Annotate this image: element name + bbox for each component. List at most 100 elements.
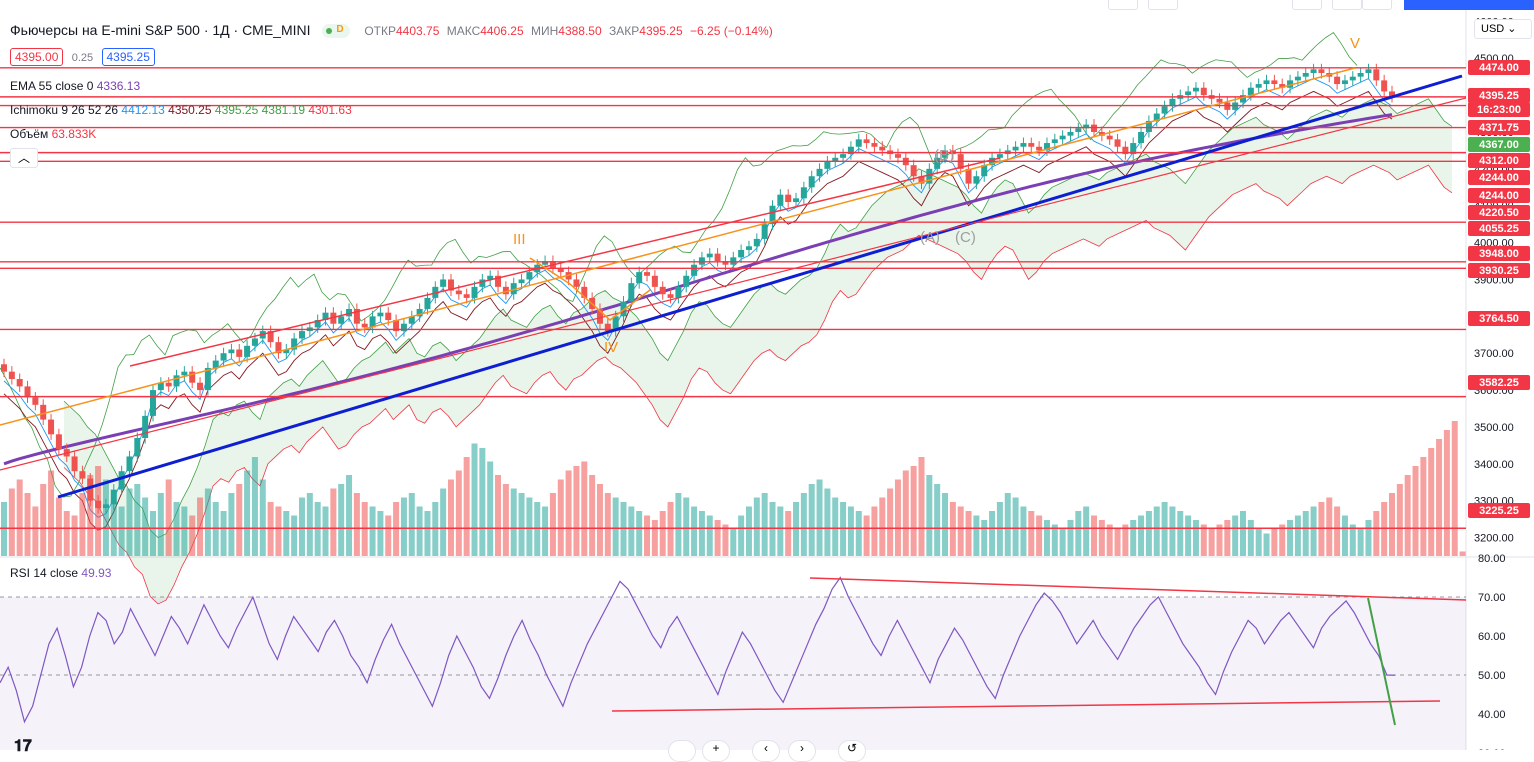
volume-bar bbox=[651, 520, 658, 556]
price-tag-bg bbox=[1468, 188, 1530, 203]
volume-bar bbox=[1389, 493, 1395, 556]
plus-icon: + bbox=[712, 741, 720, 755]
toolbar-button-2[interactable] bbox=[1148, 0, 1178, 10]
candle-body bbox=[1106, 135, 1113, 140]
price-tag-bg bbox=[1468, 120, 1530, 135]
volume-bar bbox=[604, 493, 611, 556]
candle-body bbox=[1138, 131, 1145, 144]
price-tag-label: 4244.00 bbox=[1479, 172, 1519, 184]
price-tick-label: 3400.00 bbox=[1474, 459, 1514, 471]
buy-button[interactable]: 4395.25 bbox=[101, 48, 155, 66]
candle-body bbox=[283, 349, 290, 354]
wave-label: V bbox=[1350, 35, 1360, 52]
scroll-right-button[interactable]: › bbox=[788, 740, 816, 762]
candle-body bbox=[832, 157, 839, 162]
candle-body bbox=[793, 198, 800, 203]
candle-body bbox=[1349, 76, 1356, 81]
candle-body bbox=[691, 264, 698, 276]
candle-body bbox=[1043, 143, 1050, 151]
collapse-legend-button[interactable]: ︿ bbox=[10, 148, 38, 168]
volume-legend[interactable]: Объём 63.833K bbox=[10, 127, 96, 141]
volume-bar bbox=[691, 506, 698, 556]
candle-body bbox=[863, 139, 870, 144]
candle-body bbox=[808, 176, 815, 188]
price-tick-label: 3500.00 bbox=[1474, 422, 1514, 434]
toolbar-button-3[interactable] bbox=[1292, 0, 1322, 10]
publish-button[interactable] bbox=[1404, 0, 1534, 10]
candle-body bbox=[142, 415, 149, 439]
volume-bar bbox=[1349, 524, 1356, 556]
candle-body bbox=[934, 157, 941, 169]
volume-bar bbox=[393, 502, 400, 556]
candle-body bbox=[1145, 120, 1152, 132]
currency-select[interactable]: USD ⌄ bbox=[1474, 19, 1532, 39]
candle-body bbox=[1318, 69, 1325, 73]
volume-bar bbox=[8, 488, 15, 556]
candle-body bbox=[134, 438, 141, 457]
ema-value: 4336.13 bbox=[96, 79, 141, 93]
zoom-in-button[interactable]: + bbox=[702, 740, 730, 762]
volume-bar bbox=[910, 466, 917, 556]
volume-bar bbox=[793, 502, 800, 556]
price-tag-label: 4371.75 bbox=[1479, 122, 1519, 134]
volume-bar bbox=[1451, 421, 1458, 556]
toolbar-button-4[interactable] bbox=[1332, 0, 1362, 10]
volume-bar bbox=[471, 443, 478, 556]
price-tag-bg bbox=[1468, 375, 1530, 390]
price-tag-bg bbox=[1468, 246, 1530, 261]
volume-bar bbox=[1, 502, 7, 556]
volume-bar bbox=[753, 497, 760, 556]
candle-body bbox=[557, 268, 564, 273]
candle-body bbox=[879, 146, 886, 151]
volume-bar bbox=[424, 511, 431, 556]
price-tag-label: 4474.00 bbox=[1479, 62, 1519, 74]
candle-body bbox=[322, 312, 329, 321]
volume-bar bbox=[675, 493, 682, 556]
volume-bar bbox=[1326, 497, 1333, 556]
volume-bar bbox=[785, 511, 792, 556]
volume-bar bbox=[440, 488, 447, 556]
volume-bar bbox=[706, 515, 713, 556]
candle-body bbox=[604, 323, 611, 332]
candle-body bbox=[1130, 143, 1137, 155]
volume-bar bbox=[298, 497, 305, 556]
candle-body bbox=[1020, 143, 1027, 147]
zoom-out-button[interactable] bbox=[668, 740, 696, 762]
volume-bar bbox=[408, 493, 415, 556]
volume-bar bbox=[667, 502, 674, 556]
candle-body bbox=[1357, 72, 1364, 77]
candle-body bbox=[1389, 91, 1395, 97]
candle-body bbox=[675, 286, 682, 298]
candle-body bbox=[353, 308, 360, 324]
volume-bar bbox=[110, 502, 117, 556]
reset-chart-button[interactable]: ↺ bbox=[838, 740, 866, 762]
volume-bar bbox=[32, 506, 39, 556]
volume-bar bbox=[165, 479, 172, 556]
volume-bar bbox=[16, 479, 23, 556]
candle-body bbox=[87, 478, 94, 501]
candle-body bbox=[1, 364, 7, 372]
ema-legend[interactable]: EMA 55 close 0 4336.13 bbox=[10, 79, 140, 93]
rsi-legend[interactable]: RSI 14 close 49.93 bbox=[10, 566, 111, 580]
price-tag-label: 3764.50 bbox=[1479, 313, 1519, 325]
price-tick-label: 3700.00 bbox=[1474, 348, 1514, 360]
toolbar-button-1[interactable] bbox=[1108, 0, 1138, 10]
ichimoku-legend[interactable]: Ichimoku 9 26 52 26 4412.13 4350.25 4395… bbox=[10, 103, 352, 117]
toolbar-button-5[interactable] bbox=[1362, 0, 1392, 10]
volume-bar bbox=[510, 488, 517, 556]
candle-body bbox=[48, 419, 55, 435]
volume-bar bbox=[330, 488, 337, 556]
candle-body bbox=[659, 286, 666, 295]
candle-body bbox=[1153, 113, 1160, 121]
volume-bar bbox=[902, 470, 909, 556]
volume-bar bbox=[495, 475, 502, 556]
sell-button[interactable]: 4395.00 bbox=[10, 48, 64, 66]
price-tag-bg bbox=[1468, 263, 1530, 278]
scroll-left-button[interactable]: ‹ bbox=[752, 740, 780, 762]
ichimoku-base-line bbox=[3, 90, 1393, 531]
market-status-badge[interactable]: D bbox=[322, 24, 351, 39]
volume-bar bbox=[291, 515, 298, 556]
volume-bar bbox=[871, 506, 878, 556]
